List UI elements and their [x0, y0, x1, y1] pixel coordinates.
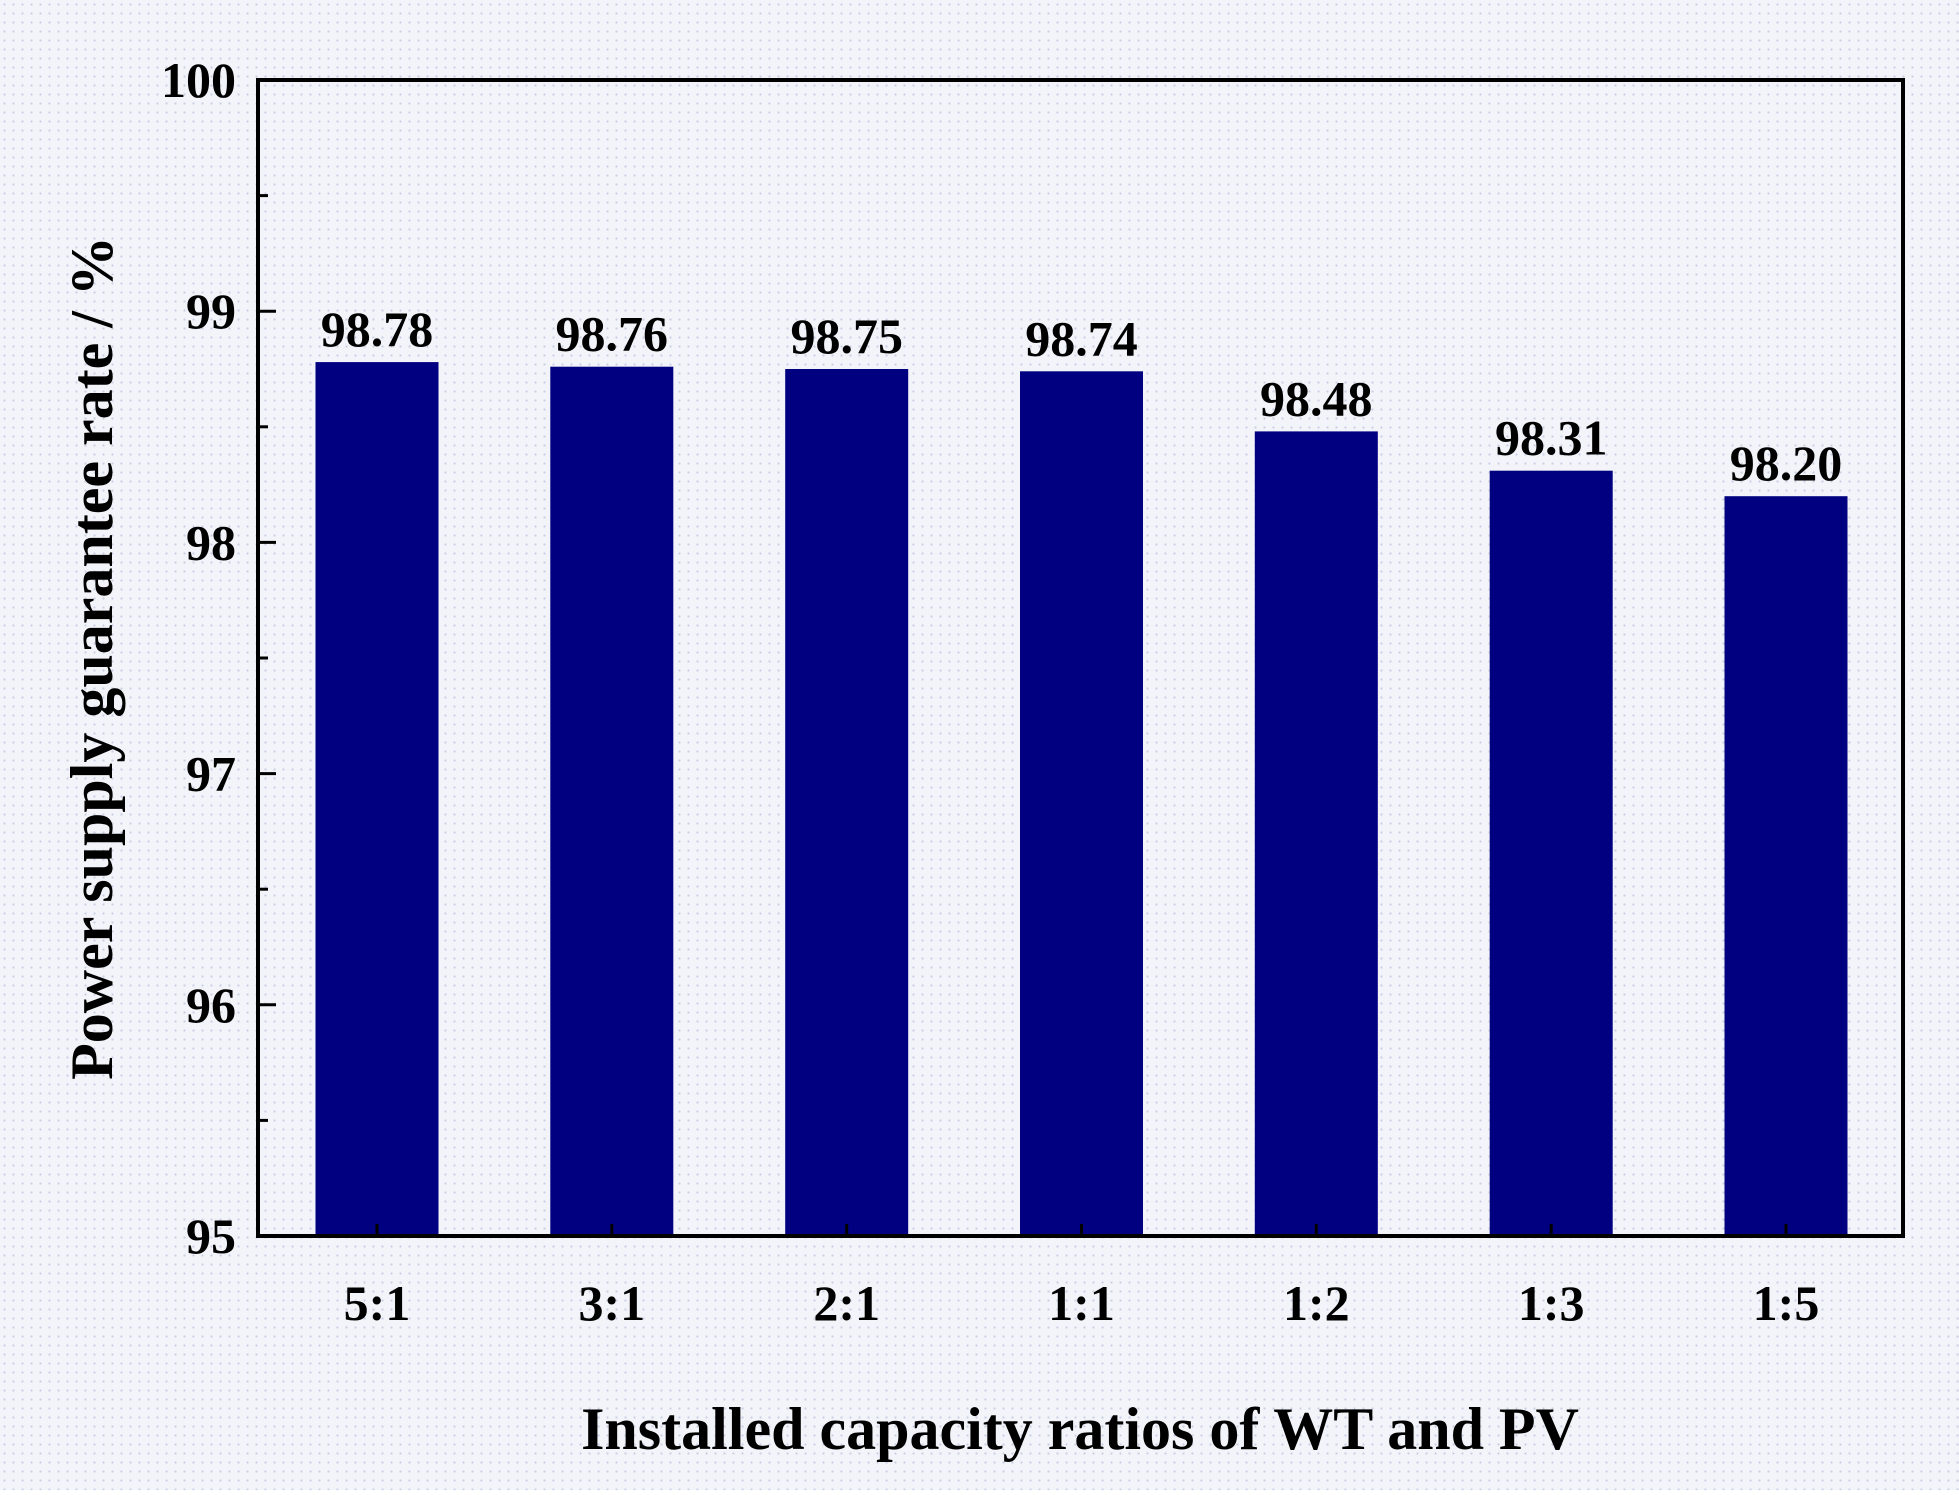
value-label: 98.48	[1260, 370, 1373, 426]
y-tick-label: 96	[186, 977, 236, 1033]
x-tick-label: 1:5	[1753, 1275, 1820, 1331]
y-ticks-group: 95 96 97 98 99 100	[161, 52, 276, 1264]
y-axis-title: Power supply guarantee rate / %	[59, 236, 125, 1080]
bar-1-5	[1724, 496, 1848, 1236]
x-tick-label: 5:1	[344, 1275, 411, 1331]
value-label: 98.75	[790, 308, 903, 364]
plot-frame	[256, 78, 1905, 1238]
x-ticks-group: 5:1 3:1 2:1 1:1 1:2 1:3 1:5	[344, 1224, 1820, 1331]
bar-1-3	[1489, 470, 1613, 1236]
bars-group	[315, 362, 1848, 1237]
y-tick-label: 95	[186, 1208, 236, 1264]
value-label: 98.76	[556, 306, 669, 362]
y-tick-label: 100	[161, 52, 236, 108]
bar-3-1	[550, 366, 674, 1236]
value-label: 98.78	[321, 301, 434, 357]
bar-1-2	[1254, 431, 1378, 1236]
x-axis-title: Installed capacity ratios of WT and PV	[581, 1396, 1579, 1462]
y-tick-label: 97	[186, 746, 236, 802]
y-tick-label: 99	[186, 283, 236, 339]
y-tick-label: 98	[186, 514, 236, 570]
x-tick-label: 2:1	[813, 1275, 880, 1331]
bar-2-1	[785, 369, 909, 1236]
value-label: 98.20	[1730, 435, 1843, 491]
x-tick-label: 1:1	[1048, 1275, 1115, 1331]
value-label: 98.74	[1025, 310, 1138, 366]
x-tick-label: 1:2	[1283, 1275, 1350, 1331]
bar-1-1	[1020, 371, 1143, 1236]
x-tick-label: 3:1	[578, 1275, 645, 1331]
value-label: 98.31	[1495, 410, 1608, 466]
value-labels-group: 98.78 98.76 98.75 98.74 98.48 98.31 98.20	[321, 301, 1843, 491]
x-tick-label: 1:3	[1518, 1275, 1585, 1331]
bar-5-1	[315, 362, 439, 1237]
